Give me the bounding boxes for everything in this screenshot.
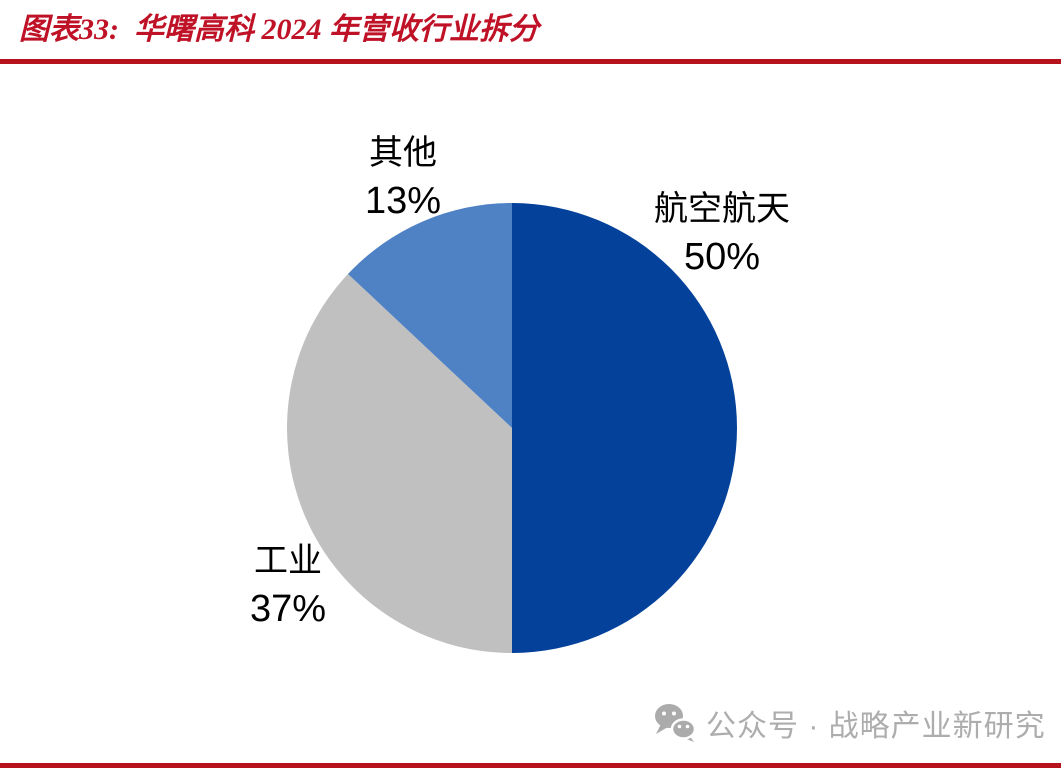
slice-name: 工业 xyxy=(254,543,322,580)
slice-label-aerospace: 航空航天 50% xyxy=(612,186,832,280)
pie-slice-0 xyxy=(512,203,737,653)
pie-chart xyxy=(287,203,737,653)
pie-slice-2 xyxy=(347,203,512,428)
slice-percent: 37% xyxy=(249,588,327,630)
slice-name: 其他 xyxy=(369,135,437,172)
pie-slice-1 xyxy=(287,273,512,653)
bottom-rule xyxy=(0,763,1061,768)
slice-percent: 13% xyxy=(364,180,442,222)
watermark: 公众号 · 战略产业新研究 xyxy=(654,699,1046,747)
slice-name: 航空航天 xyxy=(654,191,790,228)
slice-label-industry: 工业 37% xyxy=(178,538,398,632)
slice-percent: 50% xyxy=(683,236,761,278)
slice-label-other: 其他 13% xyxy=(293,130,513,224)
pie-svg xyxy=(287,203,737,653)
wechat-icon xyxy=(655,704,696,742)
title-rule xyxy=(0,59,1061,64)
watermark-text: 公众号 · 战略产业新研究 xyxy=(706,710,1046,743)
figure-title: 图表33: 华曙高科 2024 年营收行业拆分 xyxy=(19,13,539,46)
